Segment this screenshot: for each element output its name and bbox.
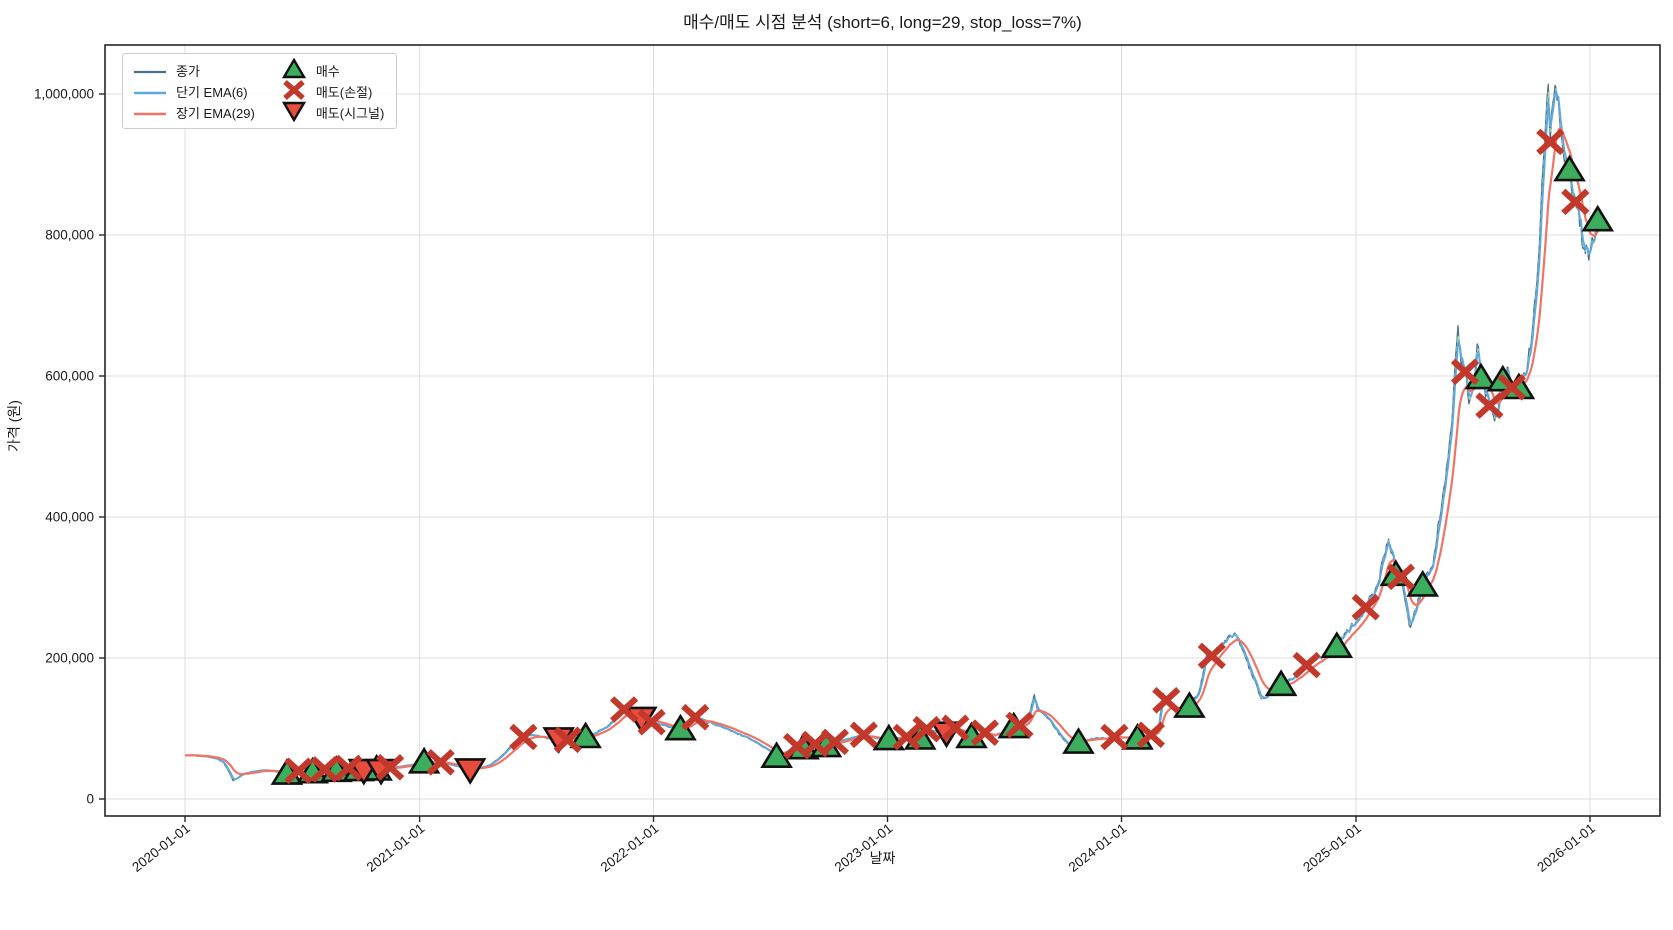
sell-stop-marker <box>637 708 666 736</box>
legend-item-sell-stop: 매도(손절) <box>281 79 384 104</box>
sell-stop-marker <box>1497 374 1526 401</box>
sell-stop-marker <box>849 721 878 749</box>
sell-signal-marker <box>453 758 487 785</box>
sell-stop-marker <box>1561 188 1590 216</box>
legend-item-long-ema: 장기 EMA(29) <box>133 102 255 122</box>
sell-stop-marker <box>1100 723 1129 751</box>
legend-label-long-ema: 장기 EMA(29) <box>176 105 255 121</box>
legend-item-short-ema: 단기 EMA(6) <box>133 81 255 101</box>
buy-marker <box>1264 669 1298 697</box>
buy-marker-icon <box>281 57 307 83</box>
y-tick-label: 400,000 <box>45 510 94 525</box>
legend: 종가 매수 단기 EMA(6) 매도(손절) 장기 EMA(29) <box>122 53 398 129</box>
sell-stop-marker <box>1536 128 1565 156</box>
stop-loss-markers <box>284 128 1590 785</box>
legend-item-buy: 매수 <box>281 57 384 83</box>
sell-stop-marker <box>1351 593 1380 621</box>
sell-stop-marker <box>1386 563 1415 591</box>
buy-marker <box>569 721 602 749</box>
chart-title: 매수/매도 시점 분석 (short=6, long=29, stop_loss… <box>683 13 1082 32</box>
sell-signal-marker-icon <box>281 100 307 125</box>
y-tick-label: 0 <box>86 792 94 807</box>
sell-stop-marker <box>553 726 582 754</box>
y-axis-title: 가격 (원) <box>6 400 22 452</box>
sell-stop-marker-icon <box>281 79 307 104</box>
y-tick-label: 800,000 <box>45 228 94 243</box>
buy-marker <box>1581 204 1615 232</box>
y-tick-label: 1,000,000 <box>34 87 94 102</box>
sell-stop-marker <box>1450 358 1480 386</box>
buy-marker <box>1320 631 1354 658</box>
sell-stop-marker <box>376 754 405 781</box>
legend-item-close: 종가 <box>133 60 255 80</box>
buy-marker <box>1173 691 1206 718</box>
aux-dashed-line <box>185 88 1603 781</box>
close-line-swatch <box>133 63 167 78</box>
sell-stop-marker <box>1475 392 1504 419</box>
sell-stop-marker <box>912 715 941 743</box>
legend-label-close: 종가 <box>176 63 200 79</box>
sell-stop-marker <box>820 728 849 756</box>
sell-stop-marker <box>941 714 970 742</box>
short-ema-line-swatch <box>133 84 167 99</box>
legend-label-sell-stop: 매도(손절) <box>315 84 373 100</box>
sell-stop-marker <box>426 749 455 776</box>
legend-label-short-ema: 단기 EMA(6) <box>176 84 248 100</box>
plot-border <box>104 44 1661 817</box>
sell-stop-marker <box>1197 642 1226 670</box>
sell-stop-marker <box>334 754 363 782</box>
x-gridlines <box>184 45 1591 816</box>
sell-stop-marker <box>610 696 639 723</box>
legend-label-sell-signal: 매도(시그널) <box>315 105 385 121</box>
close-price-line <box>184 83 1603 782</box>
buy-marker <box>407 746 441 774</box>
sell-stop-marker <box>1136 721 1165 749</box>
sell-stop-marker <box>1292 651 1321 679</box>
sell-stop-marker <box>892 723 921 751</box>
sell-stop-marker <box>310 756 339 783</box>
long-ema-line <box>185 127 1603 776</box>
y-tick-label: 600,000 <box>45 369 94 384</box>
legend-label-buy: 매수 <box>315 63 340 79</box>
sell-stop-marker <box>1152 687 1181 714</box>
legend-item-sell-signal: 매도(시그널) <box>281 100 385 125</box>
y-tick-label: 200,000 <box>45 651 94 666</box>
sell-stop-marker <box>509 723 538 751</box>
sell-stop-marker <box>681 703 710 731</box>
buy-marker <box>1406 569 1440 597</box>
y-gridlines <box>105 93 1660 800</box>
x-axis-title: 날짜 <box>869 850 896 866</box>
sell-stop-marker <box>970 719 999 746</box>
sell-stop-marker <box>1005 711 1034 739</box>
short-ema-line <box>185 90 1603 781</box>
buy-markers <box>270 154 1615 785</box>
sell-stop-marker <box>284 757 313 785</box>
y-axis-ticks: 0 200,000 400,000 600,000 800,000 1,000,000 <box>34 87 105 807</box>
buy-marker <box>1062 727 1095 754</box>
buy-marker <box>1553 154 1586 182</box>
long-ema-line-swatch <box>133 105 167 120</box>
